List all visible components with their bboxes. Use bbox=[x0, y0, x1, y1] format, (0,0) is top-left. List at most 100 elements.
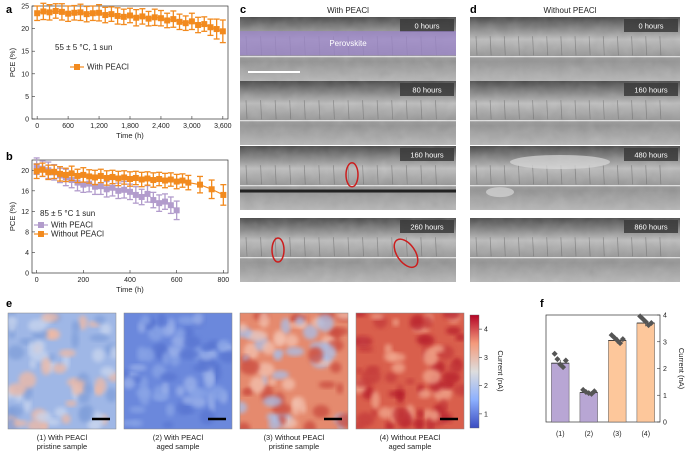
map-grain bbox=[71, 331, 80, 349]
data-point bbox=[139, 8, 146, 25]
data-point bbox=[560, 364, 567, 371]
marker bbox=[80, 171, 87, 178]
y-tick-label: 15 bbox=[21, 49, 29, 56]
time-tag-bg bbox=[624, 19, 678, 32]
data-point bbox=[201, 16, 208, 32]
x-tick-label: 2,400 bbox=[152, 123, 170, 130]
data-point bbox=[58, 3, 65, 21]
data-point bbox=[208, 179, 215, 200]
map-grain bbox=[388, 390, 406, 398]
marker bbox=[97, 183, 104, 190]
map-frame bbox=[239, 312, 349, 430]
data-point bbox=[182, 15, 189, 32]
map-grain bbox=[129, 406, 146, 413]
data-point bbox=[65, 5, 72, 23]
map-caption-line1: (3) Without PEACl bbox=[264, 433, 325, 442]
marker bbox=[133, 14, 140, 21]
map-grain bbox=[94, 386, 101, 396]
map-grain bbox=[89, 334, 110, 342]
data-point bbox=[80, 167, 87, 183]
y-tick-label: 8 bbox=[25, 229, 29, 236]
marker bbox=[156, 176, 163, 183]
marker bbox=[185, 179, 192, 186]
map-caption-line2: aged sample bbox=[389, 442, 432, 451]
marker bbox=[114, 12, 121, 19]
map-grain bbox=[94, 315, 106, 324]
legend-marker bbox=[38, 231, 44, 237]
map-grain bbox=[110, 345, 116, 359]
map-grain bbox=[262, 395, 283, 407]
data-point bbox=[642, 318, 649, 325]
map-grain bbox=[356, 379, 372, 388]
map-grain bbox=[171, 334, 187, 348]
map-grain bbox=[378, 407, 393, 419]
map-grain bbox=[417, 389, 432, 399]
map-caption-line1: (4) Without PEACl bbox=[380, 433, 441, 442]
time-tag: 860 hours bbox=[634, 223, 668, 232]
panel-f: f 0 1 2 3 4 Current (nA) (1) (2) (3) (4) bbox=[540, 298, 685, 438]
sem-image: 0 hours bbox=[470, 17, 680, 81]
map-grain bbox=[8, 383, 27, 396]
perovskite-label: Perovskite bbox=[329, 39, 367, 48]
marker bbox=[92, 183, 98, 190]
colorbar-ticks: 4 3 2 1 bbox=[479, 327, 488, 418]
annotation: 85 ± 5 °C 1 sun bbox=[40, 209, 95, 218]
map-grain bbox=[422, 348, 439, 366]
map-grain bbox=[240, 359, 260, 375]
marker bbox=[139, 13, 146, 20]
marker bbox=[182, 20, 189, 27]
data-point bbox=[89, 5, 96, 22]
data-point bbox=[97, 168, 104, 184]
map-grain bbox=[162, 381, 169, 397]
x-tick-label: 600 bbox=[171, 277, 183, 284]
marker bbox=[58, 8, 65, 15]
marker bbox=[103, 186, 110, 193]
y-tick-label: 0 bbox=[25, 271, 29, 278]
map-grain bbox=[445, 326, 462, 335]
map-grain bbox=[176, 401, 190, 415]
marker bbox=[176, 18, 183, 25]
data-point bbox=[170, 10, 177, 28]
map-grain bbox=[18, 371, 37, 389]
marker bbox=[109, 173, 116, 180]
map-grain bbox=[100, 366, 115, 377]
map-grain bbox=[71, 320, 80, 333]
marker bbox=[40, 8, 47, 15]
data-point bbox=[150, 172, 157, 188]
map-grain bbox=[178, 348, 199, 360]
map-grain bbox=[273, 351, 283, 361]
data-point bbox=[83, 5, 90, 23]
map-grain bbox=[8, 405, 23, 418]
data-point bbox=[173, 200, 180, 221]
map-grain bbox=[240, 422, 251, 429]
x-tick-label: 1,800 bbox=[121, 123, 139, 130]
data-point bbox=[162, 172, 168, 189]
sem-image: 160 hours bbox=[240, 146, 456, 210]
marker bbox=[162, 177, 168, 184]
x-axis-label: Time (h) bbox=[116, 131, 144, 140]
map-grain bbox=[240, 322, 247, 332]
marker bbox=[138, 176, 145, 183]
map-grain bbox=[431, 344, 445, 353]
y-tick-label: 5 bbox=[25, 94, 29, 101]
map-grain bbox=[191, 396, 207, 408]
map-frame bbox=[355, 312, 465, 430]
time-tag-bg bbox=[400, 148, 454, 161]
x-tick-label: 400 bbox=[124, 277, 136, 284]
marker bbox=[86, 173, 93, 180]
data-point bbox=[34, 5, 41, 22]
marker bbox=[170, 16, 177, 23]
data-point bbox=[74, 168, 81, 184]
map-grain bbox=[273, 329, 286, 348]
map-grain bbox=[336, 413, 348, 428]
map-grain bbox=[391, 362, 406, 374]
map-grain bbox=[356, 313, 367, 317]
marker bbox=[77, 9, 84, 16]
map-content bbox=[124, 313, 232, 429]
data-point bbox=[138, 171, 145, 188]
panel-b: b 0 200 400 600 800 0 4 8 12 16 20 Time (h) PCE (%) 8… bbox=[6, 151, 229, 294]
map-grain bbox=[65, 400, 77, 407]
legend-label: With PEACl bbox=[51, 221, 93, 230]
data-point bbox=[46, 3, 53, 21]
